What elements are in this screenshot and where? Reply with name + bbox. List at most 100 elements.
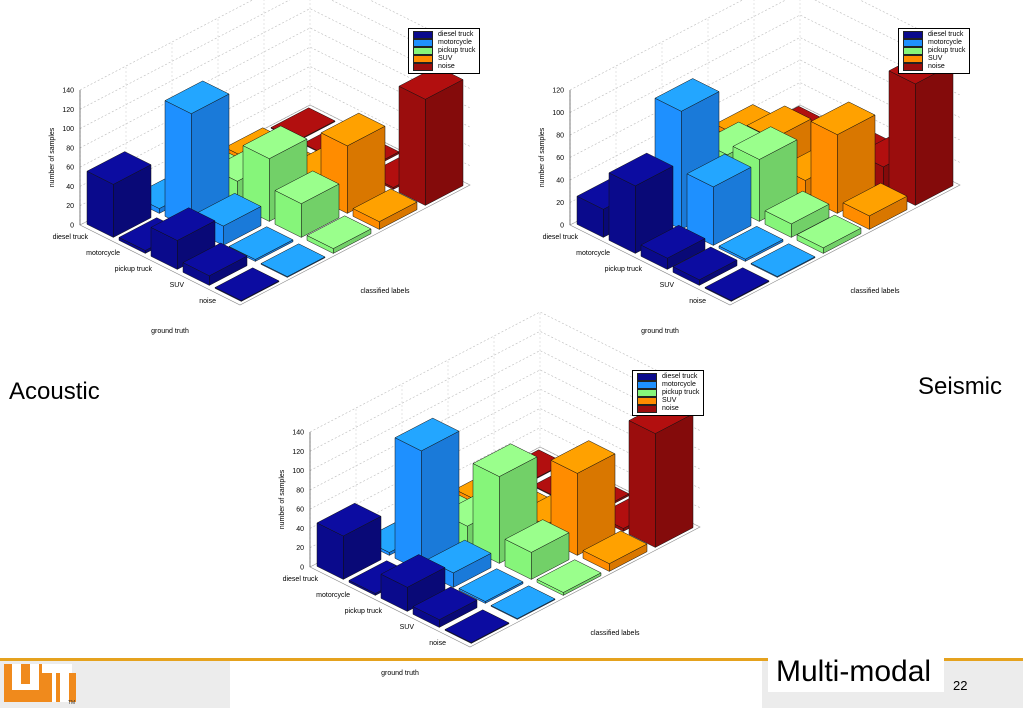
bar bbox=[260, 243, 326, 278]
bar-face bbox=[182, 242, 248, 277]
legend-swatch bbox=[637, 405, 657, 413]
bar-face bbox=[915, 63, 954, 206]
bar-face bbox=[672, 246, 738, 281]
z-tick-label: 40 bbox=[556, 178, 564, 185]
bar bbox=[842, 182, 908, 230]
bar bbox=[86, 151, 152, 238]
bar-face bbox=[628, 420, 656, 548]
gt-tick-label: noise bbox=[689, 298, 706, 305]
caption-seismic: Seismic bbox=[918, 373, 1003, 400]
z-tick-label: 140 bbox=[62, 88, 74, 95]
legend-label: diesel truck bbox=[662, 373, 698, 380]
chart-seismic: 0 20 40 60 80 100 120 number of samples diesel t… bbox=[510, 0, 961, 350]
legend-item: motorcycle bbox=[413, 39, 475, 47]
z-tick-label: 140 bbox=[292, 430, 304, 437]
bar-face bbox=[764, 190, 830, 225]
bar-face bbox=[550, 440, 616, 474]
bar bbox=[214, 267, 280, 302]
legend-item: noise bbox=[413, 63, 475, 71]
bar-face bbox=[472, 443, 538, 477]
z-tick-label: 120 bbox=[292, 449, 304, 456]
legend-multimodal: diesel truck motorcycle pickup truck SUV noi… bbox=[632, 370, 705, 416]
bar-face bbox=[380, 554, 446, 588]
legend-label: SUV bbox=[438, 55, 453, 62]
bar-face bbox=[316, 502, 382, 537]
z-axis-label: number of samples bbox=[539, 127, 546, 187]
z-tick-label: 20 bbox=[66, 203, 74, 210]
bar bbox=[316, 502, 382, 580]
z-tick-label: 120 bbox=[62, 107, 74, 114]
gt-tick-label: diesel truck bbox=[283, 576, 319, 583]
gt-tick-label: noise bbox=[199, 298, 216, 305]
bar-face bbox=[888, 70, 916, 206]
gt-tick-label: motorcycle bbox=[86, 250, 120, 257]
legend-swatch bbox=[903, 47, 923, 55]
gt-tick-label: SUV bbox=[400, 624, 415, 631]
gt-axis-label: ground truth bbox=[151, 328, 189, 335]
gt-tick-label: pickup truck bbox=[605, 266, 643, 273]
bar-face bbox=[704, 267, 770, 301]
gt-tick-label: diesel truck bbox=[543, 234, 579, 241]
bar bbox=[458, 568, 524, 604]
legend-swatch bbox=[903, 31, 923, 39]
bar bbox=[412, 586, 478, 628]
bar-face bbox=[444, 609, 510, 643]
legend-swatch bbox=[903, 55, 923, 63]
bar-face bbox=[655, 413, 694, 548]
bar bbox=[750, 243, 816, 278]
bar bbox=[640, 225, 706, 270]
bar-face bbox=[582, 530, 648, 564]
bar bbox=[182, 242, 248, 286]
legend-label: noise bbox=[928, 63, 945, 70]
legend-swatch bbox=[903, 63, 923, 71]
legend-item: SUV bbox=[903, 55, 965, 63]
legend-swatch bbox=[637, 381, 657, 389]
gt-axis-label: ground truth bbox=[381, 670, 419, 677]
bar-face bbox=[504, 519, 570, 553]
bar-face bbox=[86, 151, 152, 185]
legend-label: motorcycle bbox=[438, 39, 472, 46]
legend-label: motorcycle bbox=[662, 381, 696, 388]
bar-face bbox=[164, 80, 230, 114]
gt-tick-label: pickup truck bbox=[115, 266, 153, 273]
bar bbox=[274, 170, 340, 238]
classified-axis-label: classified labels bbox=[360, 288, 410, 295]
bar bbox=[472, 443, 538, 564]
bar-face bbox=[750, 243, 816, 277]
legend-item: pickup truck bbox=[413, 47, 475, 55]
bar bbox=[504, 519, 570, 580]
bar-face bbox=[490, 585, 556, 619]
legend-swatch bbox=[413, 63, 433, 71]
bar-face bbox=[458, 568, 524, 602]
legend-item: noise bbox=[903, 63, 965, 71]
chart-acoustic: 0 20 40 60 80 100 120 140 number of samples diese… bbox=[20, 0, 471, 350]
bar-face bbox=[810, 101, 876, 135]
bar-face bbox=[228, 226, 294, 260]
bar bbox=[608, 152, 674, 254]
legend-swatch bbox=[413, 39, 433, 47]
legend-item: noise bbox=[637, 405, 699, 413]
legend-item: SUV bbox=[413, 55, 475, 63]
z-axis-label: number of samples bbox=[279, 469, 286, 529]
legend-label: pickup truck bbox=[438, 47, 476, 54]
bar bbox=[672, 246, 738, 286]
legend-label: noise bbox=[662, 405, 679, 412]
legend-swatch bbox=[413, 47, 433, 55]
chart-acoustic-svg: 0 20 40 60 80 100 120 140 number of samples diese… bbox=[49, 0, 471, 335]
chart-multimodal-svg: 0 20 40 60 80 100 120 140 number of samples diese… bbox=[279, 311, 701, 677]
z-tick-label: 100 bbox=[62, 126, 74, 133]
z-tick-label: 0 bbox=[560, 223, 564, 230]
chart-multimodal: 0 20 40 60 80 100 120 140 number of samples diese… bbox=[250, 311, 701, 692]
bar-face bbox=[608, 152, 674, 187]
legend-seismic: diesel truck motorcycle pickup truck SUV noi… bbox=[898, 28, 971, 74]
z-tick-label: 0 bbox=[300, 565, 304, 572]
legend-acoustic: diesel truck motorcycle pickup truck SUV noi… bbox=[408, 28, 481, 74]
legend-swatch bbox=[637, 373, 657, 381]
svg-text:TM: TM bbox=[68, 700, 75, 706]
z-tick-label: 0 bbox=[70, 223, 74, 230]
z-tick-label: 120 bbox=[552, 88, 564, 95]
z-tick-label: 80 bbox=[556, 133, 564, 140]
z-tick-label: 20 bbox=[296, 545, 304, 552]
gt-tick-label: diesel truck bbox=[53, 234, 89, 241]
z-axis-label: number of samples bbox=[49, 127, 56, 187]
